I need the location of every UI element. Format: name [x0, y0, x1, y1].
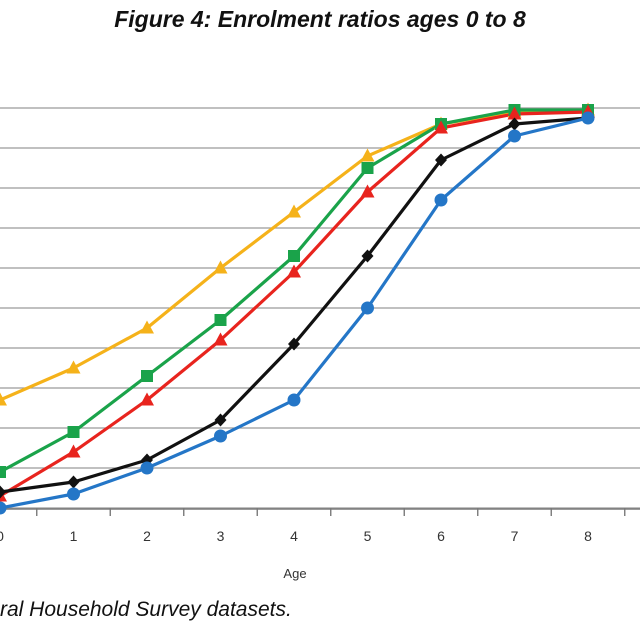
data-point-yellow-triangles: [213, 260, 228, 274]
data-point-black-diamonds: [508, 117, 521, 131]
data-point-red-triangles: [140, 392, 154, 406]
data-point-yellow-triangles: [287, 204, 301, 218]
data-point-red-triangles: [287, 264, 301, 278]
data-point-blue-circles: [508, 129, 521, 143]
data-point-blue-circles: [140, 461, 154, 475]
series-line-green-squares: [0, 108, 590, 474]
data-point-black-diamonds: [0, 485, 6, 499]
x-tick-label: 7: [511, 528, 519, 544]
data-point-red-triangles: [434, 120, 448, 134]
data-point-blue-circles: [214, 429, 227, 443]
data-point-green-squares: [288, 250, 300, 262]
data-point-black-diamonds: [435, 153, 447, 167]
x-axis-title: Age: [283, 566, 306, 581]
x-tick-label: 3: [217, 528, 225, 544]
x-axis-ticks: [36, 508, 626, 516]
data-point-blue-circles: [581, 111, 595, 125]
x-tick-label: 0: [0, 528, 4, 544]
data-point-black-diamonds: [214, 413, 227, 427]
data-point-red-triangles: [66, 444, 81, 458]
x-tick-label: 1: [70, 528, 78, 544]
data-point-black-diamonds: [361, 249, 374, 263]
data-point-blue-circles: [67, 487, 80, 501]
data-point-green-squares: [67, 426, 80, 438]
chart-title: Figure 4: Enrolment ratios ages 0 to 8: [114, 6, 526, 32]
x-tick-label: 2: [143, 528, 151, 544]
data-point-green-squares: [141, 370, 153, 382]
data-point-green-squares: [0, 466, 6, 478]
data-point-yellow-triangles: [360, 148, 375, 162]
series-line-red-triangles: [0, 110, 590, 498]
x-tick-label: 5: [364, 528, 372, 544]
series-line-blue-circles: [0, 116, 590, 510]
x-tick-label: 8: [584, 528, 592, 544]
data-point-yellow-triangles: [140, 320, 154, 334]
x-tick-label: 4: [290, 528, 298, 544]
data-point-black-diamonds: [288, 337, 300, 351]
series-markers: [0, 102, 595, 515]
data-point-yellow-triangles: [0, 392, 7, 406]
x-tick-label: 6: [437, 528, 445, 544]
data-point-red-triangles: [213, 332, 228, 346]
data-point-blue-circles: [0, 501, 7, 515]
x-tick-labels: 0 1 2 3 4 5 6 7 8: [0, 528, 592, 544]
data-point-black-diamonds: [67, 475, 80, 489]
data-point-green-squares: [214, 314, 227, 326]
gridlines: [0, 107, 640, 509]
series-lines: [0, 108, 590, 510]
data-point-blue-circles: [287, 393, 301, 407]
data-point-red-triangles: [507, 106, 522, 120]
data-point-yellow-triangles: [66, 360, 81, 374]
series-line-black-diamonds: [0, 116, 590, 494]
source-note: ral Household Survey datasets.: [0, 598, 292, 621]
data-point-blue-circles: [434, 193, 448, 207]
data-point-red-triangles: [360, 184, 375, 198]
data-point-blue-circles: [361, 301, 374, 315]
data-point-green-squares: [361, 162, 374, 174]
